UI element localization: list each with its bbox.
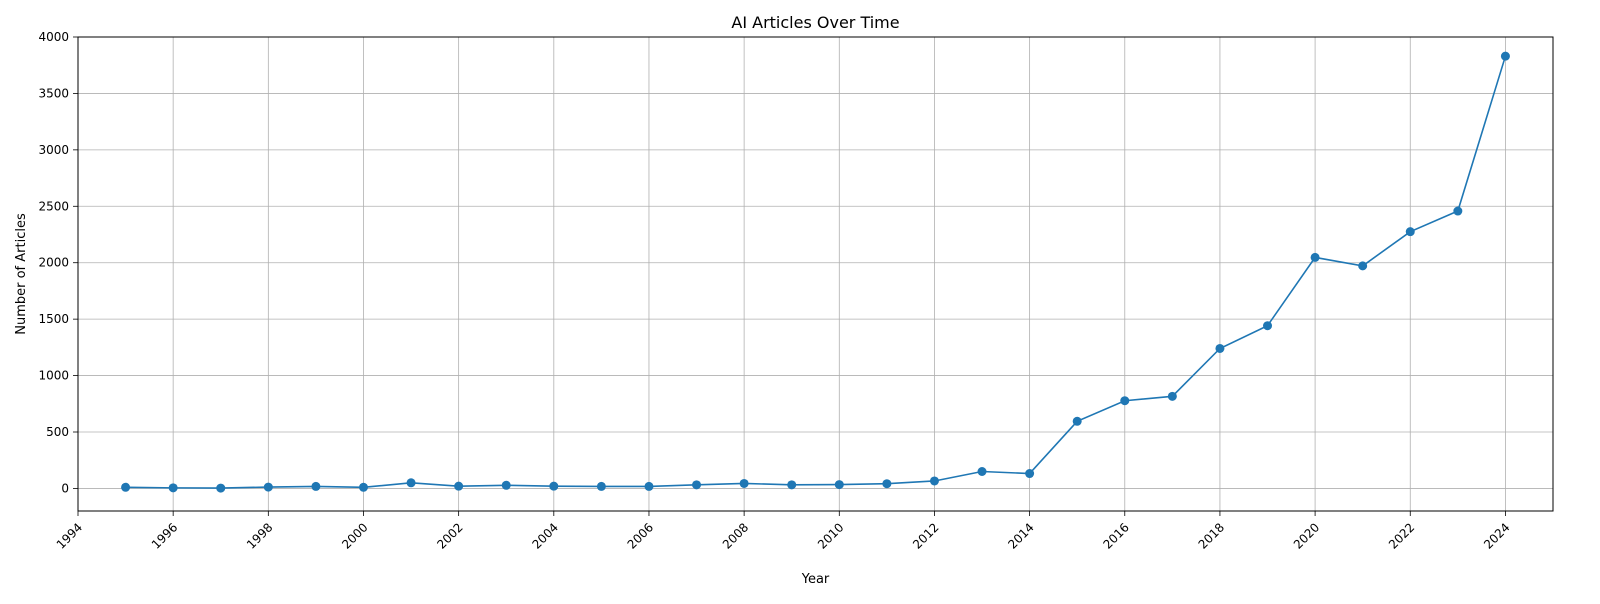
y-axis: 0 500 1000 1500 2000 2500 3000 3500 4000 [38,30,78,495]
data-point [1025,469,1035,479]
x-tick-label: 2008 [720,520,751,551]
data-point [1215,343,1225,353]
data-point [1310,252,1320,262]
y-tick-label: 2000 [38,256,69,270]
series-layer [121,51,1510,493]
data-point [787,480,797,490]
grid [77,36,1553,511]
chart-title: AI Articles Over Time [731,13,899,32]
data-point [406,478,416,488]
y-tick-label: 3500 [38,86,69,100]
x-axis: 1994 1996 1998 2000 2002 2004 2006 2008 2010 2012… [54,511,1513,552]
x-tick-label: 2002 [434,520,465,551]
data-point [1453,206,1463,216]
y-tick-label: 500 [46,425,69,439]
x-tick-label: 2018 [1196,520,1227,551]
series-line [125,55,1507,489]
data-point [739,478,749,488]
data-point [1405,227,1415,237]
data-point [929,476,939,486]
x-tick-label: 2010 [815,520,846,551]
data-point [644,481,654,491]
x-tick-label: 1994 [54,520,85,551]
data-point [121,482,131,492]
data-point [977,467,987,476]
data-point [501,480,511,490]
data-point [311,481,321,491]
x-tick-label: 2022 [1386,520,1417,551]
y-axis-label: Number of Articles [14,213,29,335]
x-tick-label: 1996 [149,520,180,551]
y-tick-label: 3000 [38,143,69,157]
data-point [1120,396,1130,406]
data-point [1167,391,1177,401]
y-tick-label: 2500 [38,199,69,213]
data-point [1500,51,1510,61]
x-tick-label: 2016 [1100,520,1131,551]
data-point [454,481,464,491]
y-tick-label: 1000 [38,369,69,383]
data-point [1358,261,1368,271]
data-point [834,480,844,490]
data-point [358,482,368,492]
data-point [1072,416,1082,426]
data-point [596,481,606,491]
y-tick-label: 4000 [38,30,69,44]
y-tick-label: 1500 [38,312,69,326]
y-tick-label: 0 [61,481,69,495]
x-tick-label: 2014 [1005,520,1036,551]
x-tick-label: 2012 [910,520,941,551]
data-point [168,483,178,493]
x-tick-label: 2024 [1481,520,1512,551]
data-point [692,480,702,490]
data-point [1263,321,1273,331]
data-point [882,479,892,489]
x-tick-label: 1998 [244,520,275,551]
x-tick-label: 2000 [339,520,370,551]
x-axis-label: Year [801,572,830,587]
data-point [216,483,226,493]
x-tick-label: 2020 [1291,520,1322,551]
data-point [549,481,559,491]
x-tick-label: 2006 [625,520,656,551]
data-point [263,482,273,492]
x-tick-label: 2004 [529,520,560,551]
plot-frame [77,36,1554,512]
